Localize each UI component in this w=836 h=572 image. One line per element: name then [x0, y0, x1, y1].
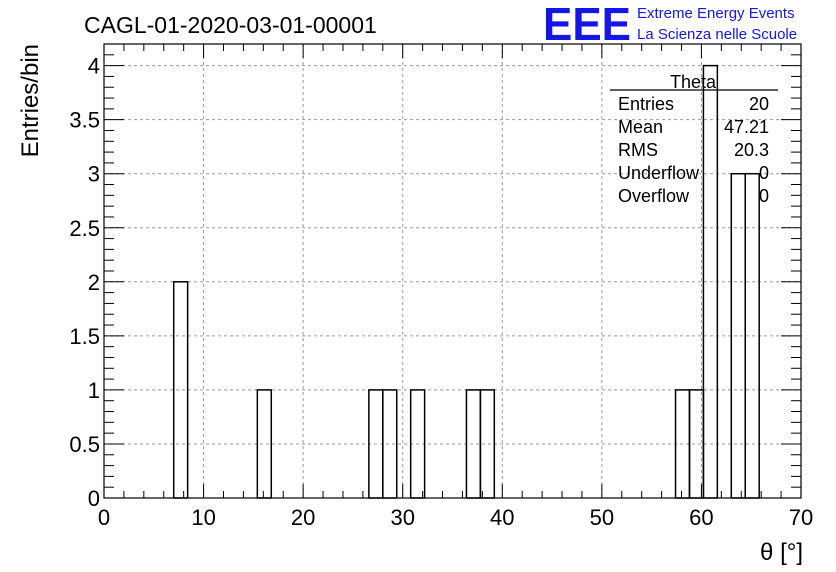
logo-line-2: La Scienza nelle Scuole: [637, 26, 797, 43]
logo-line-1: Extreme Energy Events: [637, 5, 795, 22]
stats-value-underflow: 0: [759, 163, 769, 183]
y-tick-label: 4: [88, 54, 100, 79]
y-tick-label: 3.5: [69, 108, 100, 133]
x-tick-label: 60: [689, 505, 713, 530]
x-axis-label: θ [°]: [760, 539, 803, 566]
histogram-bar: [256, 389, 273, 499]
x-tick-label: 30: [390, 505, 414, 530]
stats-value-overflow: 0: [759, 186, 769, 206]
histogram-bar: [172, 281, 189, 499]
stats-label-overflow: Overflow: [618, 186, 690, 206]
y-tick-label: 1.5: [69, 324, 100, 349]
x-tick-label: 70: [789, 505, 813, 530]
y-tick-label: 2: [88, 270, 100, 295]
histogram-bar: [730, 172, 746, 499]
y-tick-label: 2.5: [69, 216, 100, 241]
stats-value-rms: 20.3: [734, 140, 769, 160]
y-tick-label: 0.5: [69, 432, 100, 457]
chart-title: CAGL-01-2020-03-01-00001: [84, 12, 377, 38]
stats-label-rms: RMS: [618, 140, 658, 160]
stats-label-underflow: Underflow: [618, 163, 700, 183]
stats-box: Theta Entries 20 Mean 47.21 RMS 20.3 Und…: [610, 72, 778, 206]
stats-box-title: Theta: [670, 72, 717, 92]
y-tick-label: 0: [88, 486, 100, 511]
x-tick-label: 10: [191, 505, 215, 530]
x-tick-label: 20: [291, 505, 315, 530]
x-tick-label: 50: [590, 505, 614, 530]
plot-frame: [103, 43, 802, 499]
stats-label-mean: Mean: [618, 117, 663, 137]
axis-ticks: [103, 43, 802, 499]
stats-label-entries: Entries: [618, 94, 674, 114]
y-tick-label: 3: [88, 162, 100, 187]
x-tick-label: 40: [490, 505, 514, 530]
stats-value-entries: 20: [749, 94, 769, 114]
y-axis-label: Entries/bin: [17, 44, 44, 157]
y-tick-label: 1: [88, 378, 100, 403]
logo-mark: EEE: [543, 0, 631, 50]
x-tick-label: 0: [98, 505, 110, 530]
eee-logo: EEE Extreme Energy Events La Scienza nel…: [543, 0, 797, 50]
grid-lines: [103, 44, 802, 499]
stats-value-mean: 47.21: [724, 117, 769, 137]
axis-tick-labels: 0 10 20 30 40 50 60 70 0 0.5 1 1.5 2 2.5 3 3.5 4: [69, 54, 813, 530]
